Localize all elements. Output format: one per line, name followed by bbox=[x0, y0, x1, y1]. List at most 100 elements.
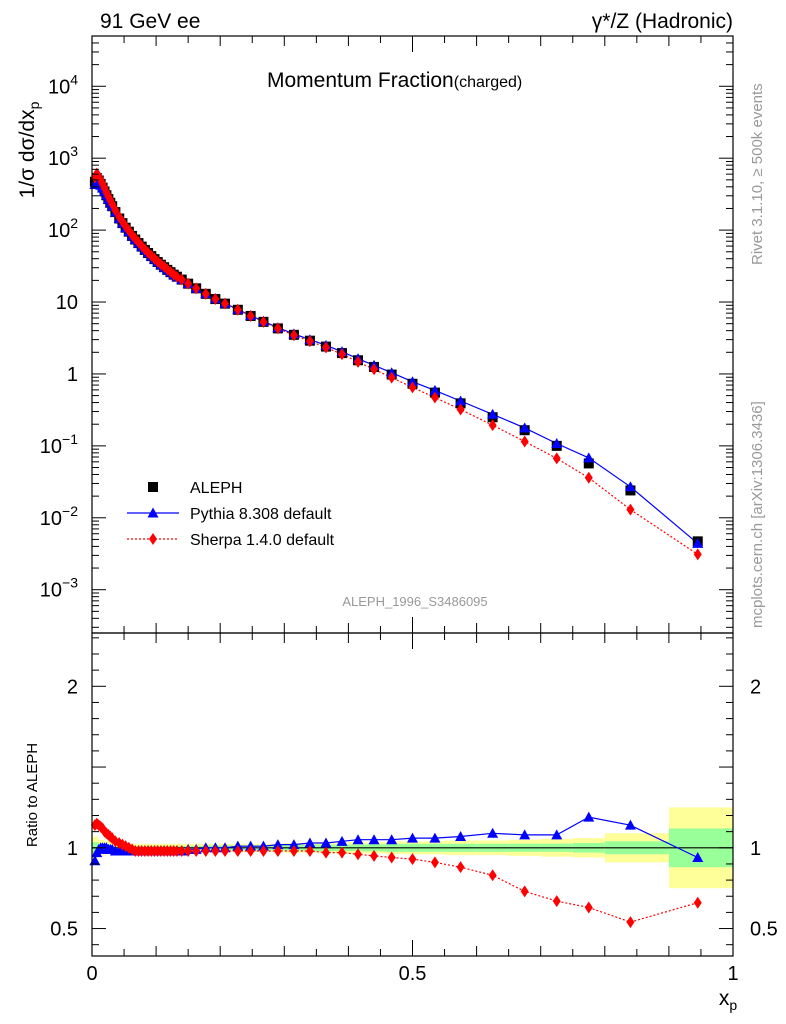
sherpa-main-point bbox=[626, 503, 635, 516]
sherpa-ratio-point bbox=[552, 895, 561, 908]
pythia-ratio-point bbox=[336, 835, 348, 846]
sherpa-main-point bbox=[201, 287, 210, 300]
main-title: Momentum Fraction(charged) bbox=[267, 69, 522, 92]
ratio-y-tick-label-right: 0.5 bbox=[750, 919, 778, 941]
ratio-frame bbox=[91, 632, 734, 957]
sherpa-ratio-point bbox=[387, 851, 396, 864]
ratio-y-tick-label-right: 2 bbox=[750, 676, 761, 698]
main-plot-area bbox=[89, 167, 704, 561]
sherpa-ratio-point bbox=[456, 861, 465, 874]
pythia-ratio-point bbox=[624, 819, 636, 830]
pythia-ratio-point bbox=[386, 834, 398, 845]
sherpa-main-point bbox=[289, 329, 298, 342]
pythia-ratio-point bbox=[320, 837, 332, 848]
sherpa-ratio-point bbox=[520, 885, 529, 898]
sherpa-main-point bbox=[552, 452, 561, 465]
ratio-y-tick-label-left: 0.5 bbox=[50, 919, 78, 941]
sherpa-ratio-point bbox=[172, 845, 181, 858]
sherpa-main-point bbox=[354, 355, 363, 368]
main-y-axis-title: 1/σ dσ/dxp bbox=[16, 101, 42, 198]
ratio-panel: 0.5 0.5 1 1 2 2 0 0.5 1 Ratio to ALEPH xp bbox=[24, 632, 778, 1013]
sherpa-main-point bbox=[488, 419, 497, 432]
sherpa-main-point bbox=[177, 273, 186, 286]
pythia-main-point bbox=[455, 395, 467, 406]
main-y-tick-label: 10 bbox=[56, 292, 78, 314]
sherpa-ratio-point bbox=[337, 846, 346, 859]
sherpa-ratio-point bbox=[305, 845, 314, 858]
legend-data-marker bbox=[148, 482, 158, 492]
legend-sherpa-label: Sherpa 1.4.0 default bbox=[190, 532, 335, 549]
pythia-ratio-point bbox=[583, 811, 595, 822]
sherpa-main-point bbox=[184, 277, 193, 290]
tick-exponent: 2 bbox=[70, 215, 78, 231]
sherpa-main-point bbox=[337, 348, 346, 361]
sherpa-main-point bbox=[387, 371, 396, 384]
pythia-ratio-point bbox=[455, 830, 467, 841]
sherpa-main-point bbox=[192, 282, 201, 295]
tick-base: 10 bbox=[48, 76, 70, 98]
legend-pythia-label: Pythia 8.308 default bbox=[190, 506, 332, 523]
sherpa-main-point bbox=[456, 403, 465, 416]
pythia-main-point bbox=[429, 384, 441, 395]
pythia-main-point bbox=[583, 452, 595, 463]
pythia-ratio-point bbox=[272, 839, 284, 850]
sherpa-main-point bbox=[370, 363, 379, 376]
tick-base: 10 bbox=[56, 292, 78, 314]
sherpa-ratio-point bbox=[221, 845, 230, 858]
ratio-y-axis-title: Ratio to ALEPH bbox=[24, 743, 41, 847]
tick-exponent: −2 bbox=[62, 503, 78, 519]
main-y-tick-label: 1 bbox=[67, 364, 78, 386]
x-axis-title: xp bbox=[719, 987, 738, 1013]
legend: ALEPH Pythia 8.308 default Sherpa 1.4.0 de… bbox=[127, 480, 335, 549]
sherpa-ratio-point bbox=[233, 845, 242, 858]
sherpa-ratio-point bbox=[321, 846, 330, 859]
main-y-tick-label: 102 bbox=[48, 215, 78, 242]
ratio-y-tick-label-left: 1 bbox=[67, 838, 78, 860]
sherpa-ratio-point bbox=[693, 896, 702, 909]
header-right-label: γ*/Z (Hadronic) bbox=[592, 10, 733, 33]
sherpa-main-point bbox=[246, 309, 255, 322]
main-axis-ticks bbox=[91, 35, 734, 633]
x-tick-label: 0 bbox=[86, 963, 97, 985]
main-frame bbox=[91, 35, 734, 634]
main-y-tick-label: 10−2 bbox=[40, 503, 78, 530]
pythia-main-point bbox=[487, 408, 499, 419]
ratio-tick-labels: 0.5 0.5 1 1 2 2 0 0.5 1 bbox=[50, 676, 778, 985]
sherpa-ratio-point bbox=[626, 916, 635, 929]
sherpa-ratio-point bbox=[246, 845, 255, 858]
legend-sherpa-marker bbox=[149, 533, 157, 545]
main-title-text: Momentum Fraction bbox=[267, 69, 454, 92]
analysis-watermark: ALEPH_1996_S3486095 bbox=[342, 594, 487, 609]
tick-base: 10 bbox=[48, 220, 70, 242]
sherpa-ratio-point bbox=[430, 856, 439, 869]
ratio-axis-ticks bbox=[91, 633, 734, 956]
legend-pythia-marker bbox=[147, 507, 159, 518]
sherpa-main-point bbox=[273, 322, 282, 335]
tick-exponent: 3 bbox=[70, 143, 78, 159]
tick-base: 1 bbox=[67, 364, 78, 386]
x-tick-label: 1 bbox=[727, 963, 738, 985]
tick-exponent: 4 bbox=[70, 71, 78, 87]
header-left-label: 91 GeV ee bbox=[100, 10, 200, 33]
sherpa-main-point bbox=[144, 246, 153, 259]
pythia-main-point bbox=[519, 422, 531, 433]
sherpa-ratio-point bbox=[211, 845, 220, 858]
sherpa-ratio-point bbox=[354, 848, 363, 861]
pythia-ratio-point bbox=[487, 827, 499, 838]
x-axis-title-sub: p bbox=[729, 997, 737, 1013]
pythia-main-point bbox=[407, 376, 418, 387]
pythia-ratio-point bbox=[352, 834, 364, 845]
sherpa-ratio-point bbox=[289, 845, 298, 858]
tick-base: 10 bbox=[40, 508, 62, 530]
x-tick-label: 0.5 bbox=[399, 963, 427, 985]
pythia-ratio-point bbox=[288, 839, 300, 850]
pythia-ratio-point bbox=[551, 829, 563, 840]
sherpa-main-point bbox=[221, 297, 230, 310]
pythia-ratio-point bbox=[304, 837, 316, 848]
sherpa-main-line bbox=[94, 172, 699, 555]
tick-base: 10 bbox=[48, 148, 70, 170]
sherpa-main-point bbox=[233, 303, 242, 316]
ratio-plot-area bbox=[89, 807, 733, 929]
pythia-main-point bbox=[551, 437, 563, 448]
